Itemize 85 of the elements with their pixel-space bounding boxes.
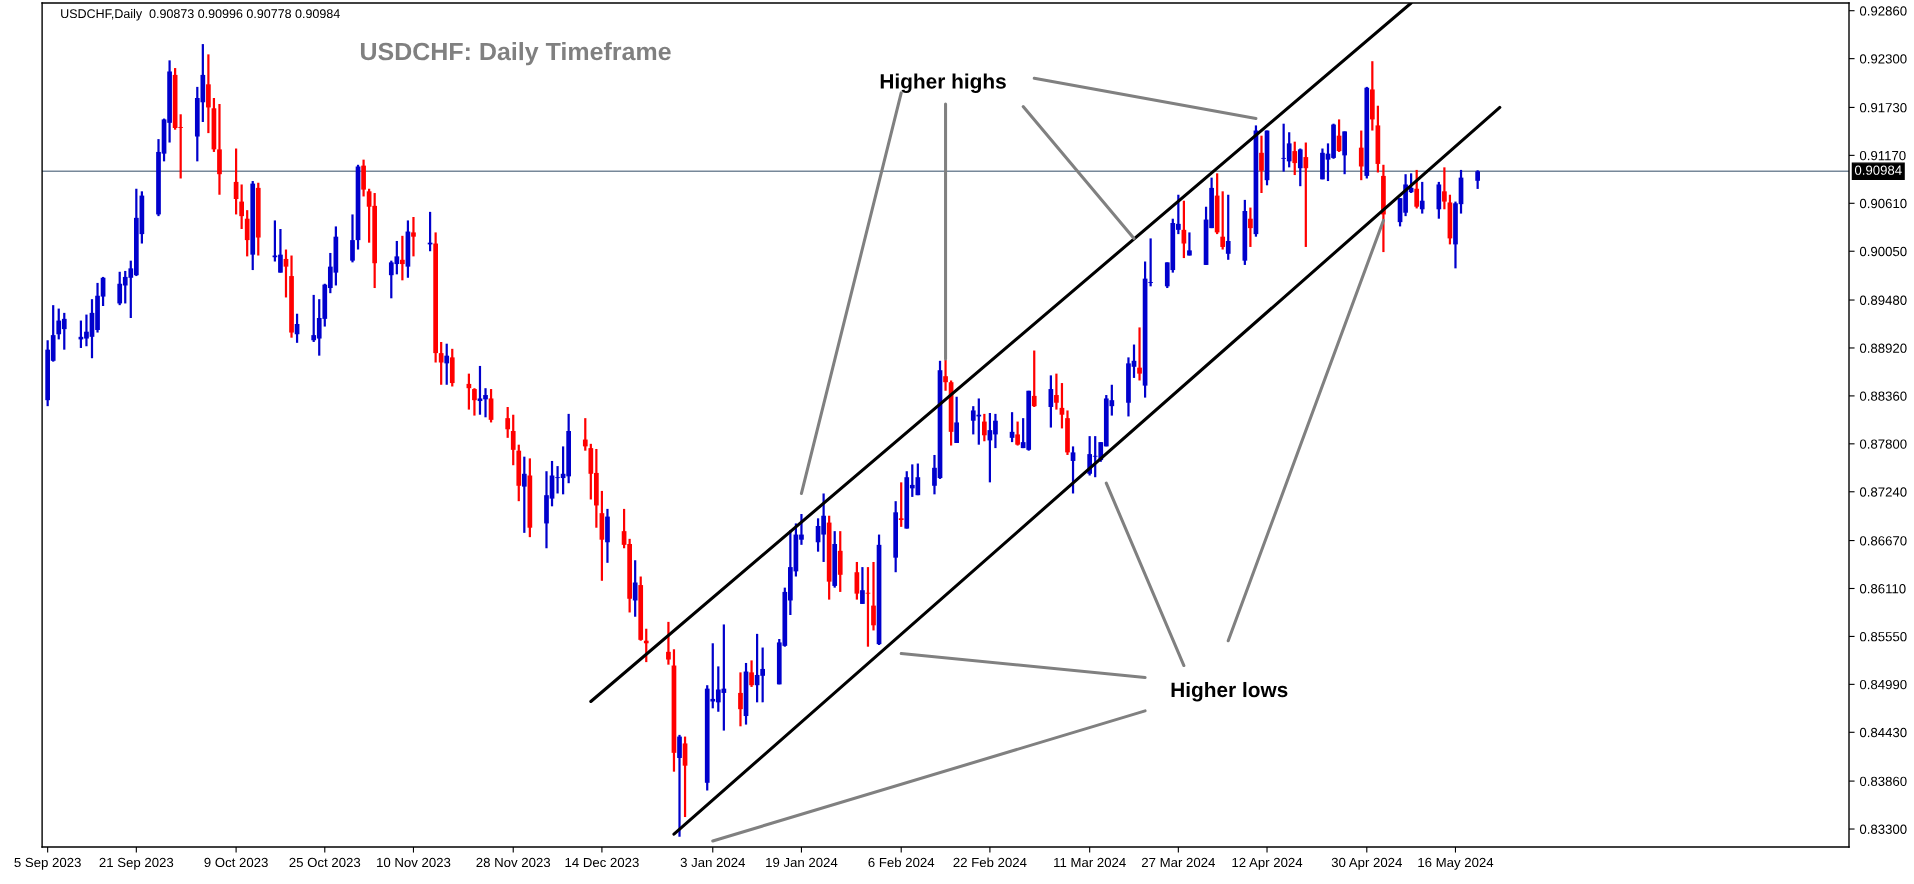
candlestick xyxy=(521,455,527,534)
candlestick xyxy=(510,413,516,467)
candlestick xyxy=(361,158,366,198)
annotation: USDCHF: Daily Timeframe xyxy=(360,41,671,66)
candlestick xyxy=(411,215,416,258)
y-tick-label: 0.92860 xyxy=(1859,6,1907,16)
candlestick xyxy=(943,358,948,392)
candlestick xyxy=(1031,349,1037,409)
candlestick xyxy=(1414,168,1420,210)
candlestick xyxy=(444,342,450,386)
candlestick xyxy=(1220,190,1226,251)
candlestick xyxy=(749,659,754,689)
candlestick xyxy=(1259,134,1264,195)
y-tick-label: 0.87800 xyxy=(1859,439,1907,449)
candlestick xyxy=(239,183,244,231)
candlestick xyxy=(1187,231,1192,257)
candlestick xyxy=(865,565,871,648)
x-tick-label: 25 Oct 2023 xyxy=(289,857,361,868)
y-tick-label: 0.86670 xyxy=(1859,536,1907,546)
candlestick xyxy=(1137,326,1142,382)
y-tick-label: 0.83860 xyxy=(1859,776,1907,786)
candlestick xyxy=(1070,445,1076,495)
y-tick-label: 0.84430 xyxy=(1859,727,1907,738)
candlestick xyxy=(898,481,904,528)
x-tick-label: 3 Jan 2024 xyxy=(680,857,746,868)
candlestick xyxy=(871,560,876,632)
candlestick xyxy=(860,565,865,606)
candlestick xyxy=(438,340,444,386)
candlestick xyxy=(1054,372,1059,411)
y-tick-label: 0.90610 xyxy=(1859,198,1907,209)
x-tick-label: 14 Dec 2023 xyxy=(565,857,639,868)
x-tick-label: 21 Sep 2023 xyxy=(99,857,174,870)
candlestick xyxy=(837,530,843,594)
annotation: Higher lows xyxy=(1171,681,1288,702)
x-tick-label: 10 Nov 2023 xyxy=(377,857,451,868)
x-tick-label: 12 Apr 2024 xyxy=(1232,857,1303,870)
y-tick-label: 0.85550 xyxy=(1859,632,1907,642)
x-tick-label: 30 Apr 2024 xyxy=(1331,857,1402,870)
x-tick-label: 11 Mar 2024 xyxy=(1054,857,1126,868)
y-tick-label: 0.87240 xyxy=(1859,487,1907,497)
candlestick xyxy=(1015,420,1020,447)
x-tick-label: 5 Sep 2023 xyxy=(14,857,81,870)
y-tick-label: 0.86110 xyxy=(1859,584,1906,594)
x-tick-label: 22 Feb 2024 xyxy=(953,857,1027,868)
y-tick-label: 0.92300 xyxy=(1859,54,1907,64)
x-tick-label: 16 May 2024 xyxy=(1418,857,1494,870)
ref-line-label: 0.90984 xyxy=(1854,165,1902,175)
candlestick xyxy=(350,213,355,264)
candlestick xyxy=(505,405,511,439)
candlestick xyxy=(472,387,477,417)
candlestick xyxy=(582,417,588,452)
candlestick xyxy=(1475,169,1480,191)
candlestick xyxy=(1358,129,1364,182)
candlestick xyxy=(677,733,682,838)
x-tick-label: 9 Oct 2023 xyxy=(204,857,268,868)
candlestick xyxy=(1442,166,1447,211)
y-tick-label: 0.83300 xyxy=(1859,824,1907,834)
candlestick xyxy=(738,671,743,728)
candlestick xyxy=(206,53,211,135)
candlestick xyxy=(632,559,638,618)
y-tick-label: 0.90050 xyxy=(1859,246,1907,257)
candlestick xyxy=(666,620,671,666)
y-tick-label: 0.84990 xyxy=(1859,679,1907,690)
candlestick xyxy=(1419,180,1425,215)
candlestick xyxy=(244,209,250,258)
candlestick xyxy=(1225,193,1231,261)
chart-title: USDCHF,Daily 0.90873 0.90996 0.90778 0.90984 xyxy=(61,8,340,21)
y-tick-label: 0.91730 xyxy=(1859,103,1907,113)
y-tick-label: 0.88920 xyxy=(1859,343,1907,353)
annotation: Higher highs xyxy=(880,73,1006,93)
x-tick-label: 28 Nov 2023 xyxy=(476,857,551,868)
candlestick xyxy=(954,395,959,445)
candlestick xyxy=(1297,147,1303,188)
y-tick-label: 0.91170 xyxy=(1859,150,1906,161)
candlestick xyxy=(400,234,405,282)
x-tick-label: 27 Mar 2024 xyxy=(1141,857,1215,868)
y-tick-label: 0.89480 xyxy=(1859,295,1907,305)
candlestick xyxy=(1248,206,1253,249)
candlestick xyxy=(1342,130,1347,176)
x-tick-label: 19 Jan 2024 xyxy=(766,857,838,868)
candlestick xyxy=(1292,140,1298,177)
candlestick xyxy=(1303,141,1309,249)
x-tick-label: 6 Feb 2024 xyxy=(868,857,935,868)
candlestick xyxy=(982,412,987,443)
y-tick-label: 0.88360 xyxy=(1859,391,1907,401)
